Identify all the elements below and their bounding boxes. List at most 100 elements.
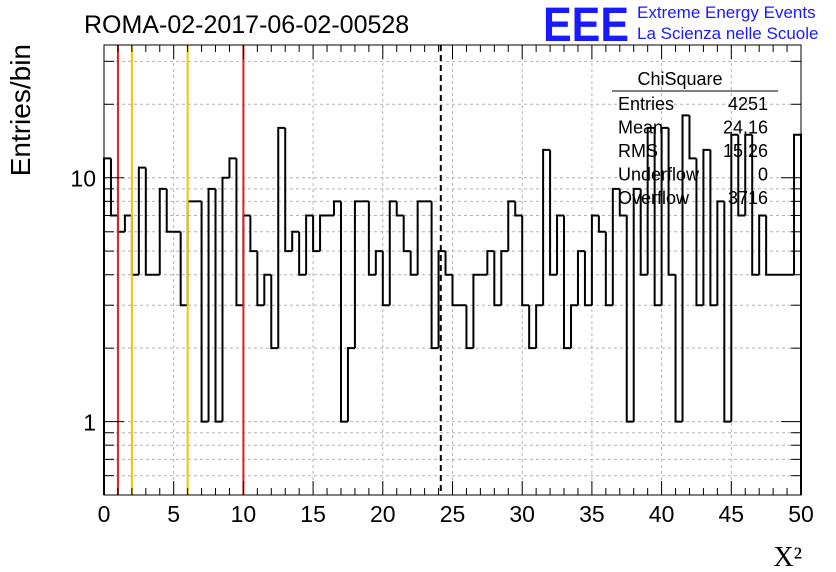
histogram-bin: [472, 273, 481, 349]
histogram-bin: [542, 148, 551, 306]
marker-lines: [116, 45, 442, 495]
histogram-bin: [291, 230, 300, 252]
histogram-bin: [583, 251, 592, 307]
y-tick-label: 10: [70, 166, 96, 192]
stats-label: Underflow: [618, 165, 700, 185]
stats-value: 4251: [728, 94, 768, 114]
histogram-bin: [653, 127, 662, 307]
histogram-bin: [695, 158, 704, 307]
histogram-bin: [430, 201, 439, 350]
x-tick-label: 40: [649, 501, 675, 527]
histogram-bin: [597, 215, 606, 233]
histogram-bin: [569, 304, 578, 349]
histogram-bin: [367, 201, 376, 276]
stats-label: Mean: [618, 118, 663, 138]
histogram-bin: [346, 347, 355, 422]
histogram-bin: [646, 126, 655, 275]
histogram-bin: [604, 231, 613, 307]
histogram-bin: [200, 201, 209, 423]
y-axis-label: Entries/bin: [5, 44, 36, 176]
histogram-bin: [744, 133, 753, 216]
histogram-bin: [103, 157, 111, 495]
histogram-bin: [270, 274, 279, 350]
histogram-bin: [751, 134, 760, 276]
x-tick-label: 30: [509, 501, 535, 527]
histogram-bin: [709, 149, 718, 307]
histogram-bin: [730, 133, 739, 422]
stats-value: 0: [758, 165, 768, 185]
histogram-bin: [723, 201, 732, 423]
histogram-bin: [207, 187, 216, 422]
histogram-bin: [590, 214, 599, 306]
histogram-bin: [486, 250, 495, 275]
x-tick-label: 5: [167, 501, 180, 527]
histogram-bin: [263, 273, 272, 306]
histogram-bin: [667, 127, 676, 276]
histogram-bin: [681, 114, 690, 422]
stats-value: 24.16: [723, 118, 768, 138]
histogram-bin: [284, 127, 293, 253]
histogram-bin: [576, 250, 585, 306]
x-tick-label: 10: [231, 501, 257, 527]
histogram-bin: [116, 215, 125, 233]
histogram-bin: [277, 126, 286, 349]
histogram-bin: [402, 215, 411, 253]
histogram-bin: [514, 201, 523, 217]
histogram-bin: [353, 200, 362, 349]
histogram-bin: [528, 305, 537, 350]
histogram-bin: [444, 251, 453, 276]
histogram-bin: [611, 187, 620, 306]
histogram-bin: [493, 251, 502, 307]
histogram-bin: [765, 215, 774, 276]
x-tick-labels: 0 5 10 15 20 25 30 35 40 45 50: [98, 501, 814, 527]
histogram-bin: [639, 188, 648, 276]
histogram-bin: [235, 158, 244, 307]
x-tick-label: 25: [440, 501, 466, 527]
histogram-bin: [395, 201, 404, 217]
histogram-bin: [242, 214, 251, 306]
histogram-bin: [716, 200, 725, 306]
histogram-bin: [256, 251, 265, 307]
histogram-bin: [137, 166, 146, 275]
histogram-bin: [381, 251, 390, 307]
x-tick-label: 0: [98, 501, 111, 527]
histogram-bin: [465, 305, 474, 350]
histogram-bin: [563, 215, 571, 350]
histogram-bin: [179, 231, 188, 307]
stats-label: Entries: [618, 94, 674, 114]
logo-mark: EEE: [543, 0, 629, 52]
histogram-bin: [109, 158, 118, 217]
histogram-bin: [305, 214, 314, 275]
histogram-bin: [374, 250, 383, 275]
histogram-bin: [500, 250, 509, 306]
histogram-bin: [249, 215, 258, 253]
histogram-bin: [507, 200, 516, 252]
stats-value: 3716: [728, 188, 768, 208]
histogram-bin: [123, 214, 132, 232]
logo-line-1: Extreme Energy Events: [637, 3, 816, 22]
histogram-bin: [339, 201, 348, 423]
histogram-bin: [228, 157, 237, 178]
histogram-bin: [737, 134, 746, 217]
stats-box-title: ChiSquare: [637, 69, 722, 89]
histogram-bin: [660, 126, 669, 306]
histogram-bin: [416, 200, 425, 275]
logo-line-2: La Scienza nelle Scuole: [637, 24, 818, 43]
y-tick-label: 1: [83, 410, 96, 436]
histogram-bin: [556, 214, 565, 275]
stats-label: Overflow: [618, 188, 690, 208]
stats-box: ChiSquare Entries 4251 Mean 24.16 RMS 15.26 Un…: [612, 69, 778, 208]
histogram-bin: [674, 274, 683, 423]
histogram-bin: [632, 187, 641, 422]
histogram-bin: [758, 214, 767, 275]
histogram-bin: [409, 251, 418, 276]
x-tick-label: 15: [300, 501, 326, 527]
stats-rows: Entries 4251 Mean 24.16 RMS 15.26 Underflow 0 Ov…: [618, 94, 768, 208]
stats-value: 15.26: [723, 141, 768, 161]
eee-logo: EEE Extreme Energy Events La Scienza nel…: [543, 0, 818, 52]
x-tick-label: 50: [788, 501, 814, 527]
x-tick-label: 45: [719, 501, 745, 527]
histogram-bin: [298, 231, 307, 276]
histogram-bin: [688, 115, 697, 160]
